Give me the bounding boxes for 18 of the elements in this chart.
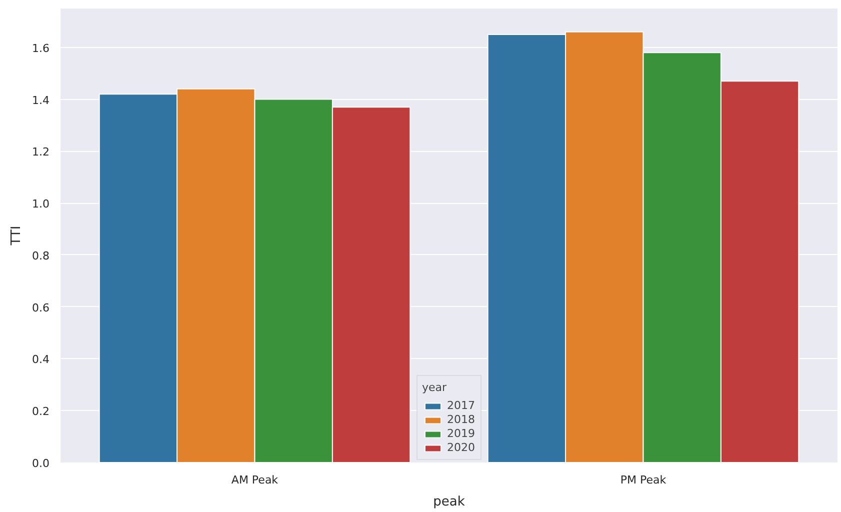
legend-label: 2018 xyxy=(447,413,475,426)
y-tick-label: 0.6 xyxy=(32,301,50,314)
legend-label: 2020 xyxy=(447,441,475,454)
legend-label: 2019 xyxy=(447,427,475,440)
y-axis-title: TTI xyxy=(9,226,24,246)
x-tick-label: AM Peak xyxy=(231,474,279,486)
y-tick-label: 1.2 xyxy=(32,146,50,159)
y-tick-label: 1.4 xyxy=(32,94,50,107)
y-tick-label: 0.0 xyxy=(32,457,50,470)
legend-title: year xyxy=(422,381,448,394)
x-axis-title: peak xyxy=(433,494,466,510)
y-tick-label: 0.2 xyxy=(32,405,50,418)
y-tick-label: 0.8 xyxy=(32,249,50,262)
x-tick-label: PM Peak xyxy=(620,474,667,486)
y-tick-label: 1.6 xyxy=(32,42,50,55)
legend-label: 2017 xyxy=(447,399,475,412)
y-tick-label: 1.0 xyxy=(32,198,50,211)
y-tick-label: 0.4 xyxy=(32,353,50,366)
